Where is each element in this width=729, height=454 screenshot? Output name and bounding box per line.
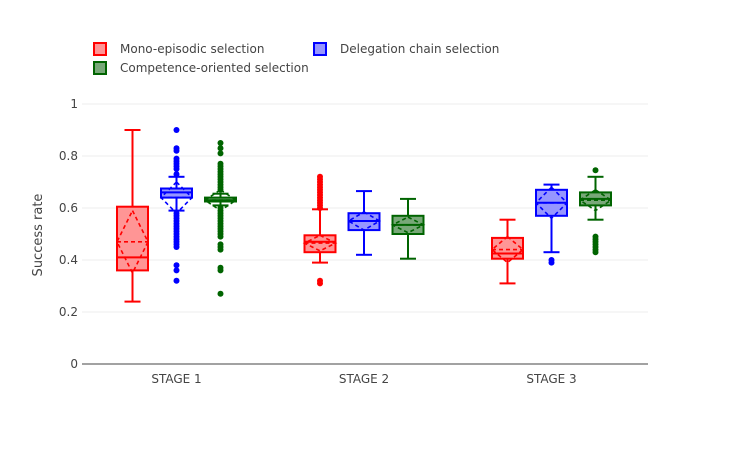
box-group[interactable] <box>490 218 525 285</box>
outlier-point <box>173 262 180 269</box>
x-tick-label: STAGE 2 <box>339 372 389 386</box>
outlier-point <box>217 150 224 157</box>
legend-item[interactable]: Delegation chain selection <box>313 42 499 56</box>
sd-diamond <box>346 210 382 232</box>
plot-area <box>116 127 613 303</box>
sd-diamond <box>578 188 613 212</box>
box-group[interactable] <box>534 183 569 266</box>
y-tick-label: 0.4 <box>59 253 78 267</box>
outlier-point <box>173 277 180 284</box>
legend-item[interactable]: Competence-oriented selection <box>93 61 309 75</box>
outlier-point <box>173 127 180 133</box>
outlier-point <box>217 267 224 274</box>
outlier-point <box>217 140 224 146</box>
outlier-point <box>173 166 180 172</box>
box-group[interactable] <box>203 140 238 297</box>
outlier-point <box>592 167 599 174</box>
outlier-point <box>173 171 180 178</box>
legend-label: Delegation chain selection <box>340 42 499 56</box>
legend-swatch <box>93 42 107 56</box>
outlier-point <box>217 290 224 297</box>
y-tick-label: 0.6 <box>59 201 78 215</box>
x-tick-label: STAGE 1 <box>151 372 201 386</box>
legend-item[interactable]: Mono-episodic selection <box>93 42 264 56</box>
sd-diamond <box>116 208 149 275</box>
box-group[interactable] <box>346 190 382 256</box>
y-axis-ticks: 0 0.2 0.4 0.6 0.8 1 <box>59 97 78 371</box>
x-axis-ticks: STAGE 1 STAGE 2 STAGE 3 <box>151 372 576 386</box>
legend-swatch <box>313 42 327 56</box>
box-group[interactable] <box>159 127 194 284</box>
series-1 <box>116 129 525 303</box>
series-3 <box>203 140 613 297</box>
y-tick-label: 1 <box>70 97 78 111</box>
outlier-point <box>548 259 555 266</box>
legend-label: Competence-oriented selection <box>120 61 309 75</box>
y-tick-label: 0.8 <box>59 149 78 163</box>
y-tick-label: 0.2 <box>59 305 78 319</box>
box-body <box>491 236 524 260</box>
outlier-point <box>217 145 224 152</box>
series-2 <box>159 127 569 284</box>
box-group[interactable] <box>578 167 613 256</box>
outlier-point <box>592 249 599 256</box>
box-group[interactable] <box>302 173 338 287</box>
outlier-point <box>217 186 224 193</box>
sd-diamond <box>390 216 426 234</box>
outlier-point <box>317 173 323 180</box>
y-tick-label: 0 <box>70 357 78 371</box>
outlier-point <box>173 147 180 154</box>
box-group[interactable] <box>116 129 149 303</box>
legend[interactable]: Mono-episodic selection Delegation chain … <box>93 42 499 75</box>
outlier-point <box>173 267 180 274</box>
legend-label: Mono-episodic selection <box>120 42 264 56</box>
legend-swatch <box>93 61 107 75</box>
box-group[interactable] <box>390 197 426 260</box>
outlier-point <box>173 244 180 250</box>
sd-diamond <box>302 234 338 252</box>
outlier-point <box>217 246 224 253</box>
y-axis-label: Success rate <box>31 194 46 277</box>
outlier-point <box>317 277 323 284</box>
box-body <box>116 205 149 272</box>
outlier-point <box>217 233 224 240</box>
sd-diamond <box>534 186 569 220</box>
x-tick-label: STAGE 3 <box>526 372 576 386</box>
